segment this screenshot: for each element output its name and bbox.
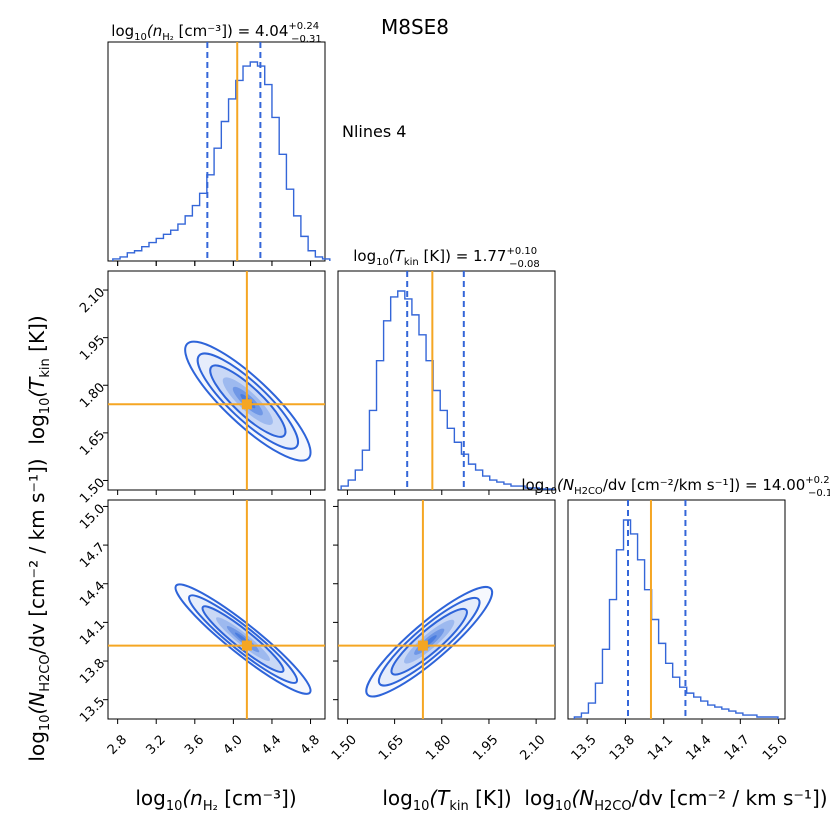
title-part: (n: [147, 22, 162, 40]
label-part: 10: [38, 715, 53, 732]
x-tick-label: 3.2: [143, 733, 168, 758]
x-tick-label: 14.4: [683, 733, 714, 764]
x-tick-label: 13.5: [569, 733, 600, 764]
truth-marker: [241, 640, 252, 651]
x-tick-label: 4.0: [221, 733, 246, 758]
histogram-line: [112, 61, 331, 261]
label-part: [cm⁻³]): [218, 786, 297, 810]
title-part: (T: [389, 247, 406, 265]
label-part: log: [25, 731, 49, 762]
title-plus: +0.24: [288, 21, 319, 32]
title-part: [K]) = 1.77: [419, 247, 507, 265]
y-axis-label: log10(NH2CO/dv [cm⁻² / km s⁻¹]): [25, 458, 53, 761]
title-part: log: [521, 476, 544, 494]
panel-frame: [337, 499, 556, 720]
title-plus: +0.27: [805, 475, 830, 486]
chart-title: M8SE8: [381, 15, 449, 39]
hist-panel-Tkin: log10(Tkin [K]) = 1.77+0.10 −0.08: [337, 246, 556, 491]
hist-panel-NH2CO: log10(NH2CO/dv [cm⁻²/km s⁻¹]) = 14.00+0.…: [521, 475, 830, 720]
title-part: /dv [cm⁻²/km s⁻¹]) = 14.00: [603, 476, 805, 494]
title-part: H₂: [162, 32, 174, 43]
truth-marker: [241, 399, 252, 410]
label-part: 10: [166, 799, 183, 814]
label-part: kin: [449, 799, 468, 814]
contour-panel-nH2-NH2CO: [107, 499, 326, 720]
x-tick-label: 1.95: [470, 733, 501, 764]
label-part: [K]): [25, 315, 49, 358]
label-part: 10: [555, 799, 572, 814]
label-part: (T: [429, 786, 451, 810]
x-tick-label: 3.6: [182, 733, 207, 758]
label-part: H₂: [203, 799, 218, 814]
label-part: log: [524, 786, 555, 810]
panel-title: log10(Tkin [K]) = 1.77+0.10 −0.08: [353, 246, 540, 270]
title-plus: +0.10: [506, 246, 537, 257]
panel-frame: [107, 499, 326, 720]
x-tick-label: 15.0: [760, 733, 791, 764]
title-part: H2CO: [574, 486, 603, 497]
x-axis-label: log10(nH₂ [cm⁻³]): [135, 786, 296, 814]
histogram-line: [340, 290, 555, 490]
label-part: log: [382, 786, 413, 810]
title-part: (N: [557, 476, 574, 494]
nlines-note: Nlines 4: [342, 122, 406, 141]
label-part: log: [25, 414, 49, 445]
panel-frame: [107, 41, 326, 262]
label-part: (n: [182, 786, 202, 810]
panel-title: log10(nH₂ [cm⁻³]) = 4.04+0.24 −0.31: [111, 21, 321, 45]
y-axis-label: log10(Tkin [K]): [25, 315, 53, 444]
title-part: [cm⁻³]) = 4.04: [174, 22, 289, 40]
label-part: 10: [413, 799, 430, 814]
label-part: (T: [25, 376, 49, 398]
label-part: 10: [38, 398, 53, 415]
x-axis-label: log10(Tkin [K]): [382, 786, 511, 814]
x-tick-label: 4.4: [259, 733, 284, 758]
title-part: 10: [544, 486, 557, 497]
title-part: log: [353, 247, 376, 265]
hist-panel-nH2: log10(nH₂ [cm⁻³]) = 4.04+0.24 −0.31: [107, 21, 331, 262]
x-tick-label: 2.8: [105, 733, 130, 758]
label-part: H2CO: [594, 799, 631, 814]
title-minus: −0.31: [291, 34, 322, 45]
label-part: (N: [25, 692, 49, 715]
panel-frame: [337, 270, 556, 491]
x-tick-label: 13.8: [607, 733, 638, 764]
truth-marker: [417, 640, 428, 651]
x-tick-label: 4.8: [298, 733, 323, 758]
x-axis-label: log10(NH2CO/dv [cm⁻² / km s⁻¹]): [524, 786, 827, 814]
panel-frame: [567, 499, 786, 720]
title-minus: −0.18: [808, 488, 830, 499]
label-part: log: [135, 786, 166, 810]
label-part: [K]): [469, 786, 512, 810]
x-tick-label: 1.65: [376, 733, 407, 764]
label-part: /dv [cm⁻² / km s⁻¹]): [632, 786, 828, 810]
label-part: kin: [38, 358, 53, 377]
title-part: kin: [404, 257, 419, 268]
x-tick-label: 1.50: [329, 733, 360, 764]
title-part: log: [111, 22, 134, 40]
contour-panel-nH2-Tkin: [107, 270, 326, 491]
histogram-line: [573, 519, 779, 719]
label-part: /dv [cm⁻² / km s⁻¹]): [25, 458, 49, 654]
title-part: 10: [134, 32, 147, 43]
title-minus: −0.08: [509, 259, 540, 270]
x-tick-label: 1.80: [423, 733, 454, 764]
contour-panel-Tkin-NH2CO: [337, 499, 556, 720]
label-part: (N: [571, 786, 594, 810]
x-tick-label: 14.7: [722, 733, 753, 764]
x-tick-label: 2.10: [518, 733, 549, 764]
title-part: 10: [376, 257, 389, 268]
x-tick-label: 14.1: [645, 733, 676, 764]
label-part: H2CO: [38, 654, 53, 691]
panel-title: log10(NH2CO/dv [cm⁻²/km s⁻¹]) = 14.00+0.…: [521, 475, 830, 499]
panel-frame: [107, 270, 326, 491]
